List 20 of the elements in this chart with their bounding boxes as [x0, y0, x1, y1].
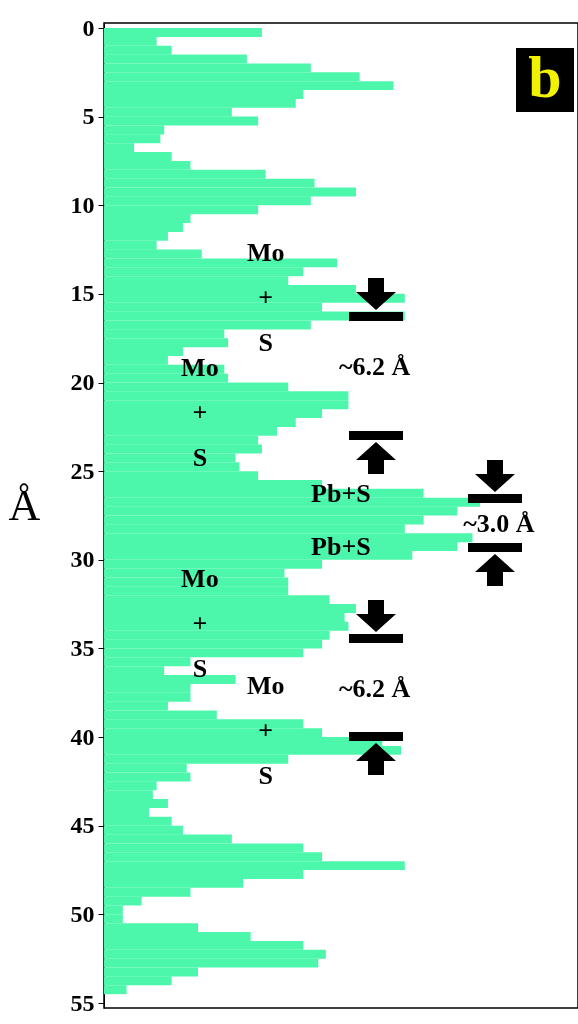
- y-tick-label: 0: [82, 14, 95, 41]
- annotation: Pb+S: [311, 532, 371, 562]
- y-tick-label: 55: [70, 989, 95, 1016]
- y-tick-label: 40: [70, 723, 95, 750]
- annotation: ~6.2 Å: [339, 351, 411, 381]
- y-tick-label: 30: [70, 546, 95, 573]
- y-tick-label: 25: [70, 457, 95, 484]
- y-tick-label: 45: [70, 812, 95, 839]
- y-tick-label: 20: [70, 369, 95, 396]
- chart-title: b: [527, 44, 563, 112]
- y-tick-label: 50: [70, 900, 95, 927]
- y-axis-title: Å: [8, 480, 41, 530]
- annotation: Mo + S: [246, 670, 285, 790]
- y-tick-label: 10: [70, 191, 95, 218]
- y-tick-label: 15: [70, 280, 95, 307]
- annotation: Pb+S: [311, 479, 371, 509]
- annotation: ~3.0 Å: [463, 509, 535, 539]
- annotation: ~6.2 Å: [339, 674, 411, 704]
- y-tick-label: 5: [82, 103, 95, 130]
- y-tick-label: 35: [70, 634, 95, 661]
